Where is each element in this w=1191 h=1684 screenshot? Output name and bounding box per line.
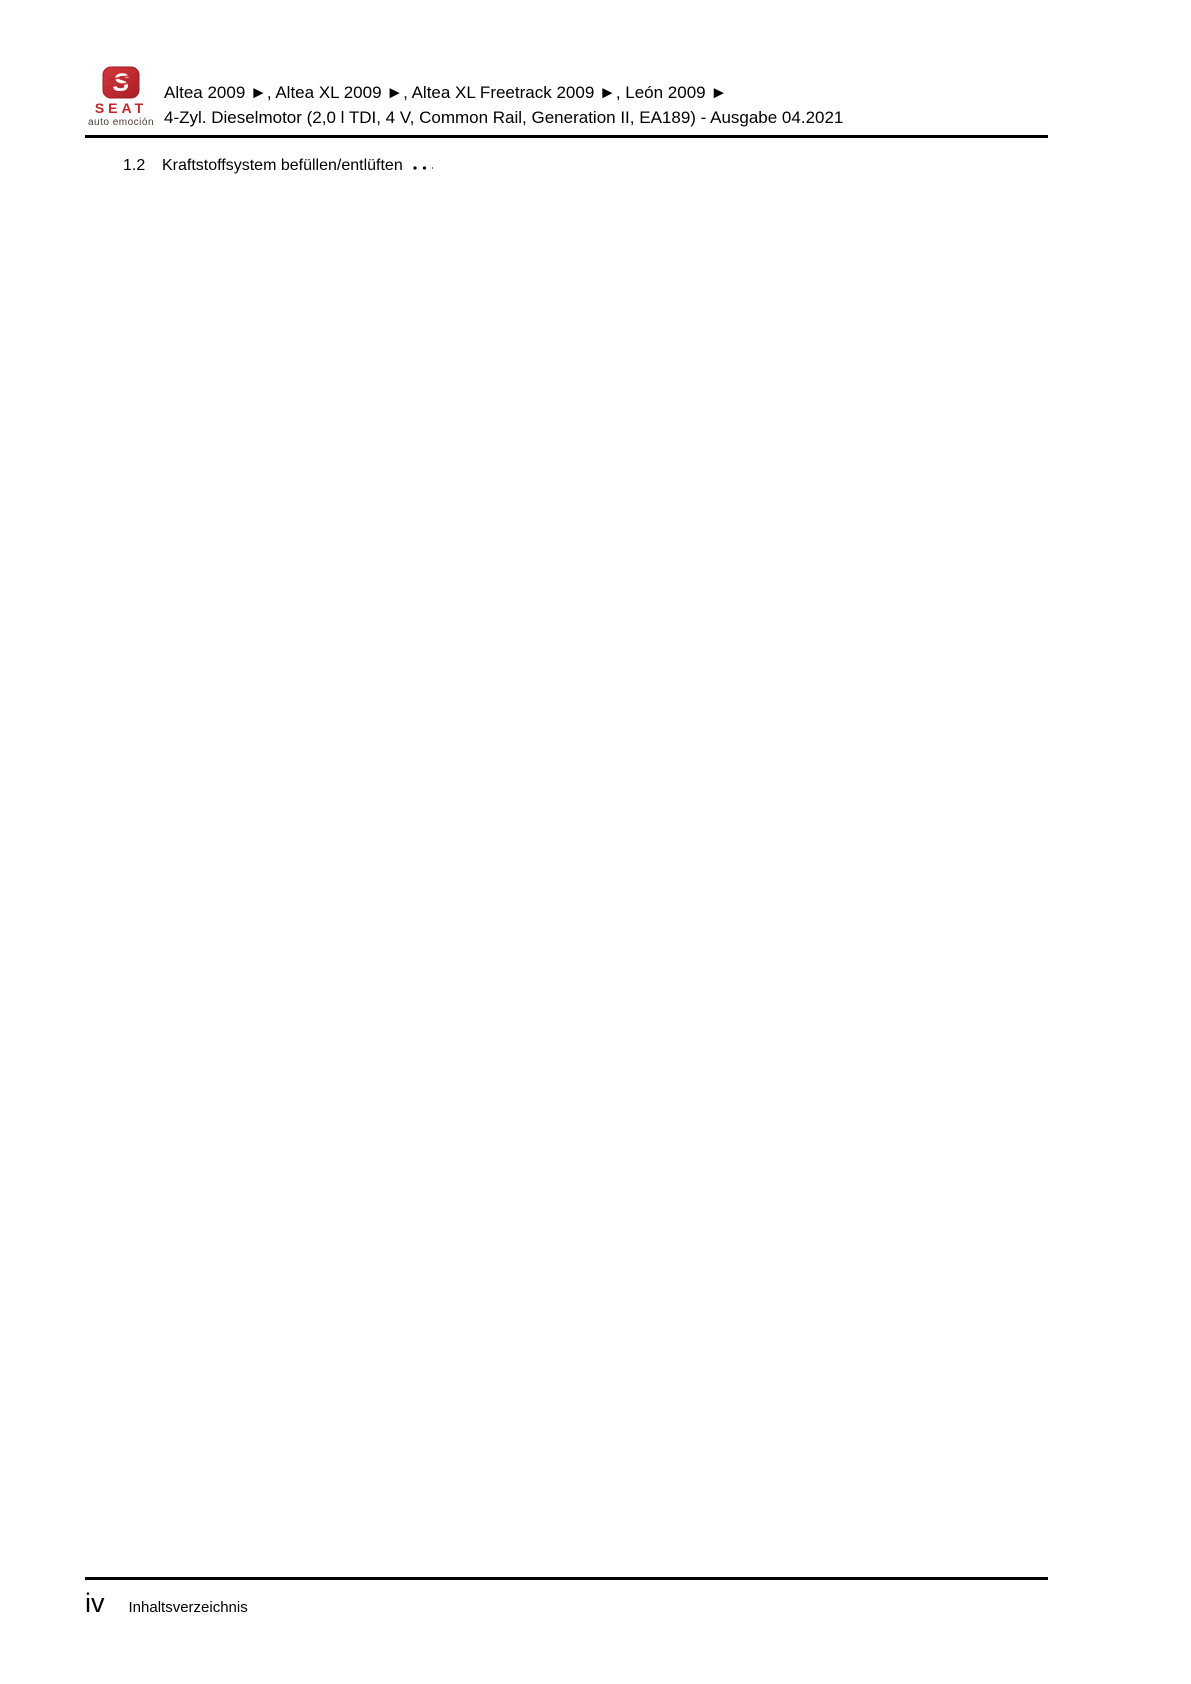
toc-entry-title: Kraftstoffsystem befüllen/entlüften [162, 157, 403, 174]
toc-dot-leader [412, 166, 433, 170]
toc-row: 1.2 Kraftstoffsystem befüllen/entlüften … [85, 156, 1191, 1684]
header-text: Altea 2009 ►, Altea XL 2009 ►, Altea XL … [164, 80, 1048, 130]
header-models-line: Altea 2009 ►, Altea XL 2009 ►, Altea XL … [164, 83, 728, 102]
header-rule [85, 135, 1048, 138]
footer-section-label: Inhaltsverzeichnis [128, 1599, 248, 1616]
header-engine-line: 4-Zyl. Dieselmotor (2,0 l TDI, 4 V, Comm… [164, 108, 844, 127]
toc-entry-number: 1.2 [123, 157, 146, 174]
toc-list: 1.2 Kraftstoffsystem befüllen/entlüften … [85, 151, 1191, 1684]
footer-page-number: iv [85, 1588, 105, 1618]
toc-entry-page: 377 [442, 156, 1191, 1684]
seat-logo-icon: S [102, 66, 140, 99]
seat-logo: S SEAT auto emoción [84, 66, 158, 128]
seat-logo-tagline: auto emoción [87, 117, 155, 128]
footer-rule [85, 1577, 1048, 1580]
footer: iv Inhaltsverzeichnis [85, 1588, 248, 1618]
seat-logo-brand: SEAT [94, 100, 148, 116]
